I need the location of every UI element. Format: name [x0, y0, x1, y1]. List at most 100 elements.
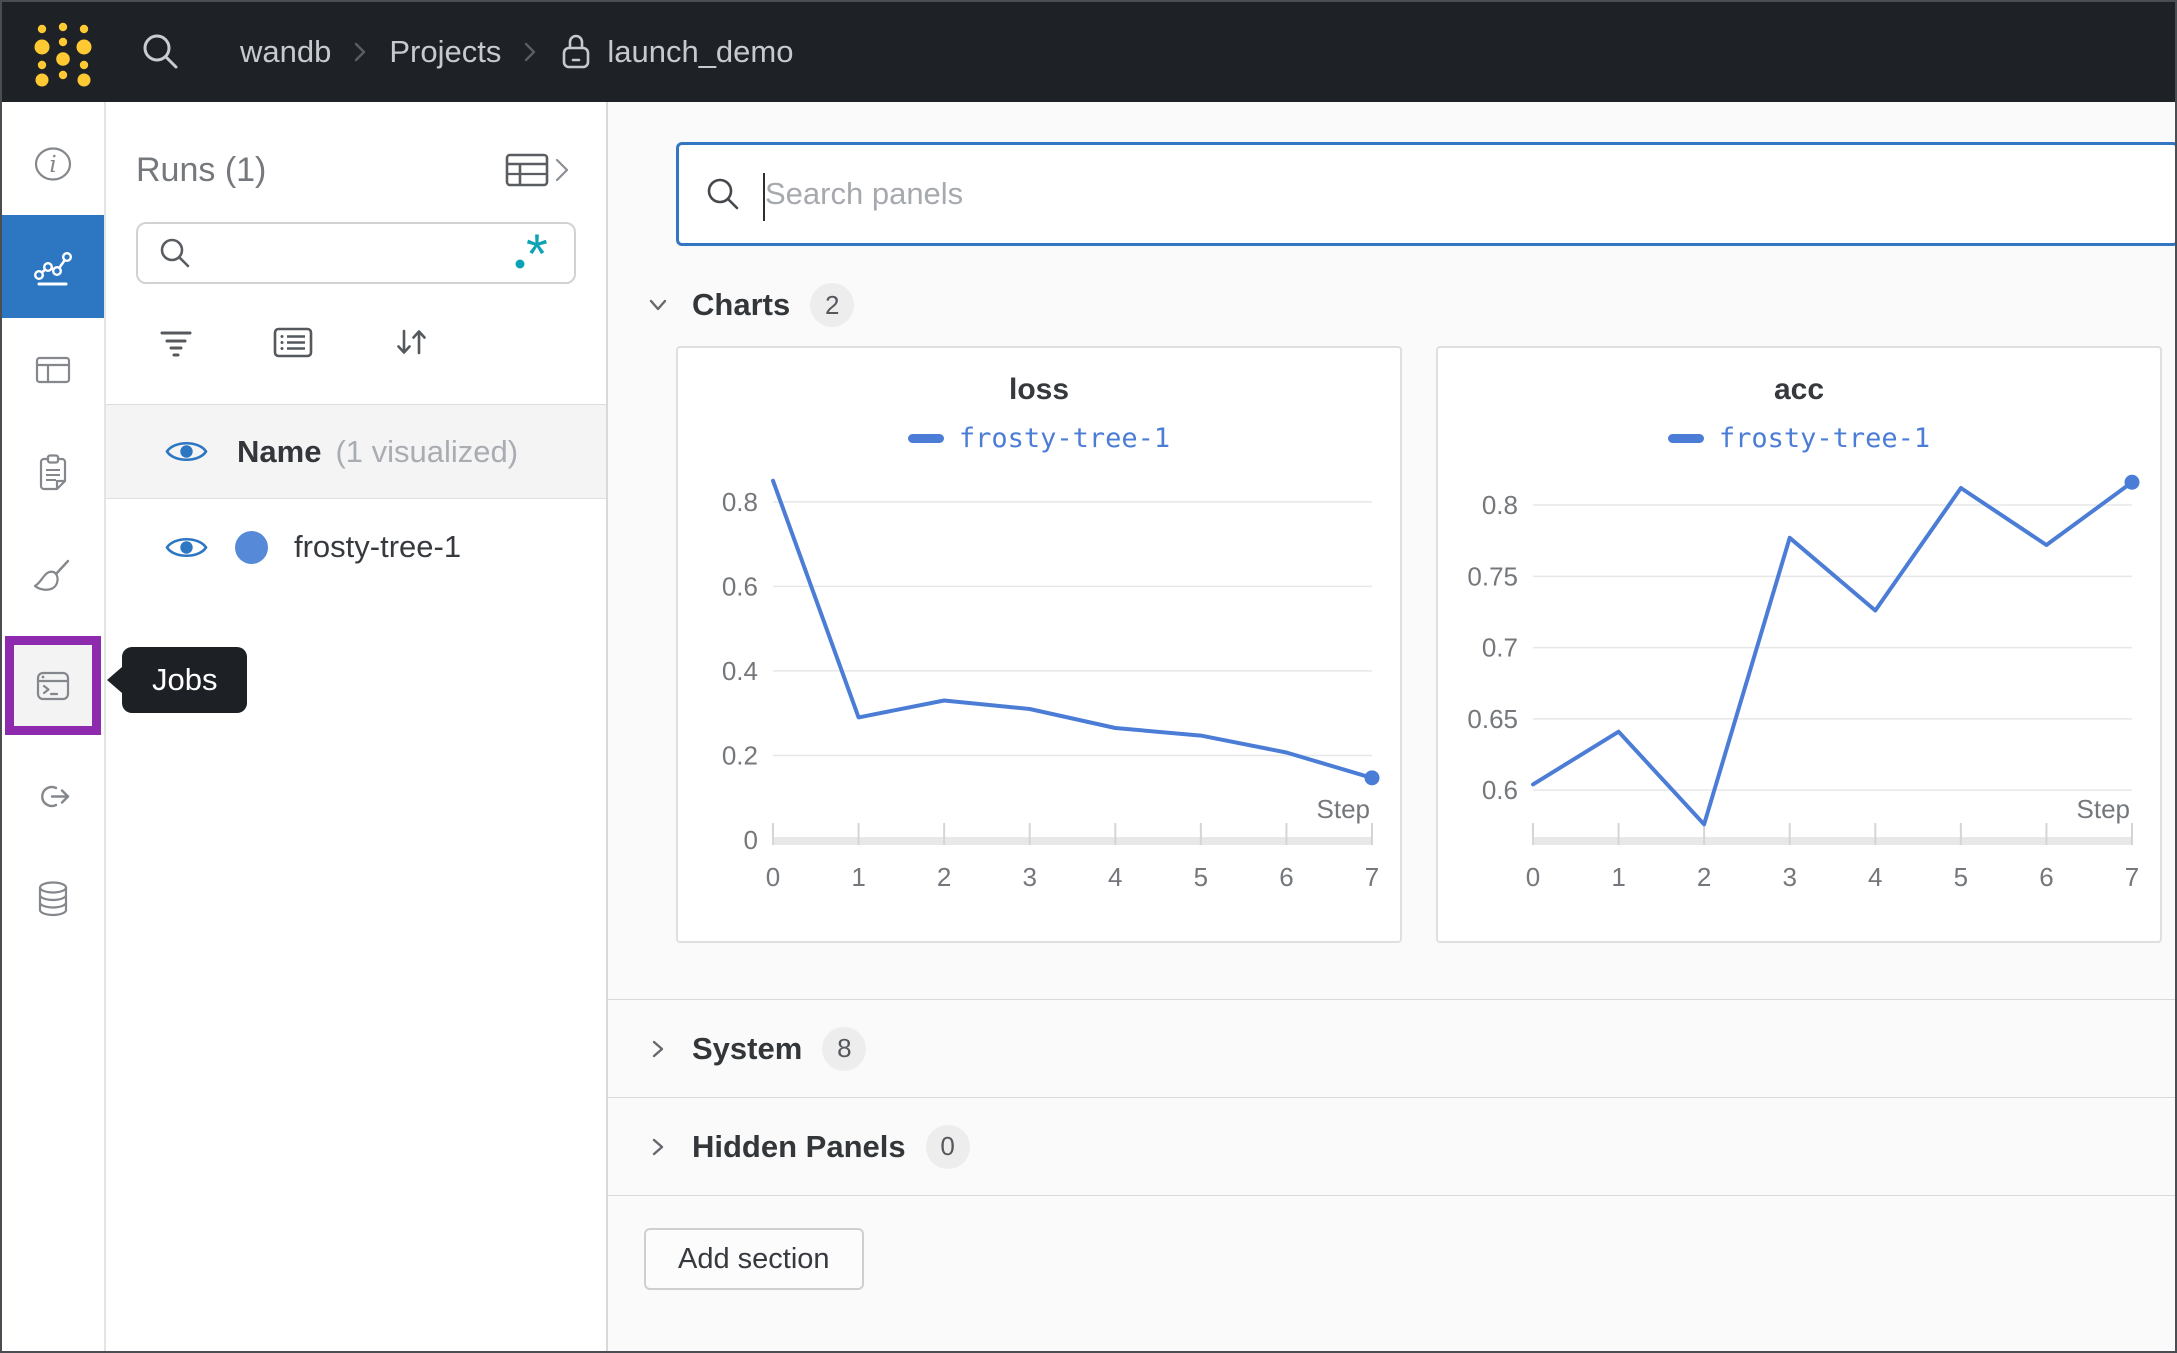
svg-text:0.8: 0.8 — [1482, 490, 1518, 520]
chevron-right-icon[interactable] — [644, 1133, 672, 1161]
chart-legend: frosty-tree-1 — [1438, 422, 2160, 454]
panel-search-input[interactable] — [765, 176, 2152, 212]
breadcrumb-project[interactable]: launch_demo — [559, 31, 793, 73]
svg-text:0: 0 — [744, 825, 758, 855]
run-color-dot[interactable] — [235, 530, 268, 564]
svg-text:0.2: 0.2 — [722, 740, 758, 770]
runs-search-box[interactable]: * — [136, 222, 576, 284]
svg-text:6: 6 — [2039, 862, 2053, 892]
chevron-right-icon[interactable] — [644, 1035, 672, 1063]
expand-table-icon[interactable] — [504, 148, 572, 192]
svg-text:0.6: 0.6 — [1482, 775, 1518, 805]
global-search-button[interactable] — [138, 29, 184, 75]
sidebar-item-reports[interactable] — [2, 421, 104, 524]
svg-text:5: 5 — [1954, 862, 1968, 892]
sidebar-item-workspace[interactable] — [2, 215, 104, 318]
regex-toggle-icon[interactable]: * — [510, 229, 558, 277]
svg-text:Step: Step — [2077, 794, 2131, 824]
svg-text:2: 2 — [937, 862, 951, 892]
svg-text:5: 5 — [1194, 862, 1208, 892]
section-divider — [608, 1097, 2175, 1098]
section-title: System — [692, 1030, 803, 1066]
svg-text:Step: Step — [1317, 794, 1371, 824]
runs-search-input[interactable] — [206, 236, 510, 270]
svg-text:0.4: 0.4 — [722, 656, 758, 686]
chart-title: acc — [1773, 373, 1825, 406]
icon-sidebar: i — [2, 102, 106, 1351]
section-count-badge: 8 — [822, 1026, 867, 1071]
table-icon — [35, 356, 71, 383]
svg-text:7: 7 — [2125, 862, 2139, 892]
breadcrumb-separator-icon — [351, 38, 369, 66]
runs-header-row[interactable]: Name (1 visualized) — [106, 405, 606, 499]
eye-icon[interactable] — [164, 532, 209, 563]
chart-title: loss — [1008, 373, 1070, 406]
lock-icon — [563, 34, 590, 69]
add-section-button[interactable]: Add section — [644, 1228, 864, 1290]
grouping-list-icon[interactable] — [270, 320, 316, 364]
section-title: Hidden Panels — [692, 1128, 906, 1164]
sidebar-item-overview[interactable]: i — [2, 112, 104, 215]
chevron-down-icon[interactable] — [644, 291, 672, 319]
runs-list: Name (1 visualized) frosty-tree-1 — [106, 404, 606, 595]
jobs-highlight-box — [5, 636, 101, 735]
line-chart: 0.6 0.65 0.7 0.75 0.8 0 1 2 3 4 5 6 7 Step — [1467, 474, 2140, 892]
legend-run-name: frosty-tree-1 — [1718, 422, 1931, 454]
info-icon: i — [34, 146, 72, 181]
top-bar: wandb Projects launch_demo — [2, 2, 2175, 102]
section-count-badge: 0 — [925, 1124, 970, 1169]
run-row[interactable]: frosty-tree-1 — [106, 499, 606, 595]
panel-search-box[interactable] — [676, 142, 2175, 246]
hidden-panels-section-header[interactable]: Hidden Panels 0 — [644, 1098, 2175, 1195]
jobs-tooltip: Jobs — [122, 647, 248, 713]
svg-text:i: i — [49, 152, 56, 178]
filter-icon[interactable] — [154, 320, 198, 364]
breadcrumb-projects[interactable]: Projects — [389, 34, 502, 69]
sort-icon[interactable] — [388, 320, 434, 364]
svg-text:0.6: 0.6 — [722, 571, 758, 601]
svg-text:3: 3 — [1022, 862, 1036, 892]
svg-text:4: 4 — [1108, 862, 1122, 892]
system-section-header[interactable]: System 8 — [644, 1000, 2175, 1097]
svg-text:4: 4 — [1868, 862, 1882, 892]
database-icon — [38, 880, 68, 916]
chart-panel-acc[interactable]: acc frosty-tree-1 0.6 0.65 0.7 0.75 0.8 0 1 2 3 4… — [1436, 346, 2162, 943]
search-icon — [707, 178, 739, 210]
charts-section-header[interactable]: Charts 2 — [644, 282, 2175, 328]
section-divider — [608, 1195, 2175, 1196]
sidebar-item-automations[interactable] — [2, 744, 104, 847]
svg-text:*: * — [526, 229, 548, 277]
svg-text:0: 0 — [1526, 862, 1540, 892]
wandb-logo[interactable] — [32, 17, 94, 87]
chart-legend: frosty-tree-1 — [678, 422, 1400, 454]
broom-icon — [33, 559, 70, 591]
svg-text:0.8: 0.8 — [722, 487, 758, 517]
eye-icon[interactable] — [164, 436, 209, 467]
breadcrumb-separator-icon — [521, 38, 539, 66]
svg-text:1: 1 — [1611, 862, 1625, 892]
svg-text:1: 1 — [851, 862, 865, 892]
link-arrow-icon — [41, 785, 70, 807]
svg-text:6: 6 — [1279, 862, 1293, 892]
search-icon — [160, 238, 190, 268]
chart-panel-loss[interactable]: loss frosty-tree-1 0 0.2 0.4 0.6 0.8 0 1 2 3 4 5 6 7… — [676, 346, 1402, 943]
workspace-main: Charts 2 loss frosty-tree-1 0 0.2 0.4 0.6 0.… — [608, 102, 2175, 1351]
svg-text:0.65: 0.65 — [1467, 704, 1518, 734]
sidebar-item-runs-table[interactable] — [2, 318, 104, 421]
breadcrumb: wandb Projects launch_demo — [240, 31, 793, 73]
sidebar-item-artifacts[interactable] — [2, 847, 104, 950]
runs-visualized-count: (1 visualized) — [335, 433, 519, 469]
svg-text:0.7: 0.7 — [1482, 633, 1518, 663]
sidebar-item-jobs[interactable] — [2, 627, 104, 744]
section-count-badge: 2 — [810, 283, 855, 327]
runs-panel-title: Runs (1) — [136, 151, 267, 189]
sidebar-item-sweeps[interactable] — [2, 524, 104, 627]
run-name[interactable]: frosty-tree-1 — [294, 529, 462, 564]
breadcrumb-org[interactable]: wandb — [240, 34, 332, 69]
app-body: i — [2, 102, 2175, 1351]
search-icon — [143, 34, 178, 69]
legend-line-swatch — [1667, 433, 1704, 443]
text-cursor — [763, 173, 765, 221]
line-chart-icon — [33, 251, 73, 285]
